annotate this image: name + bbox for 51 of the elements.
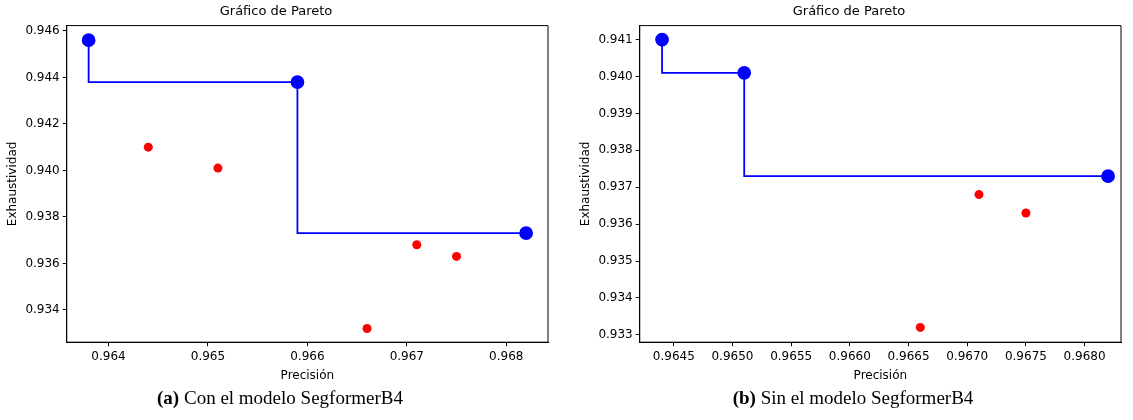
x-tick-label: 0.9680 [1063,348,1106,363]
point [412,240,422,250]
point [915,322,925,332]
y-tick-label: 0.938 [598,142,633,157]
y-tick-label: 0.936 [25,255,60,270]
point [143,142,153,152]
y-tick-label: 0.944 [25,69,60,84]
point [1021,208,1031,218]
text: (a) Con el modelo SegformerB4 [157,387,403,408]
point [213,163,223,173]
x-tick-label: 0.9645 [652,348,695,363]
x-tick-label: 0.9660 [828,348,871,363]
point [655,32,669,47]
x-tick-label: 0.967 [389,348,424,363]
y-tick-label: 0.934 [598,290,633,305]
y-axis-title: Exhaustividad [578,141,593,227]
x-tick-label: 0.9650 [711,348,754,363]
y-tick-label: 0.940 [598,68,633,83]
y-tick-label: 0.941 [598,31,633,46]
y-tick-label: 0.937 [598,179,633,194]
point [1101,169,1115,184]
y-tick-label: 0.936 [598,216,633,231]
x-tick-label: 0.9675 [1004,348,1047,363]
point [519,226,534,241]
chart-title: Gráfico de Pareto [792,3,906,19]
x-tick-label: 0.966 [290,348,325,363]
x-tick-label: 0.9655 [770,348,813,363]
point [290,75,305,89]
text: (b) Sin el modelo SegformerB4 [732,387,974,408]
x-tick-label: 0.9670 [946,348,989,363]
y-tick-label: 0.933 [598,326,633,341]
y-tick-label: 0.939 [598,105,633,120]
y-tick-label: 0.940 [25,162,60,177]
x-tick-label: 0.964 [91,348,126,363]
x-tick-label: 0.9665 [887,348,930,363]
point [81,33,96,48]
y-tick-label: 0.935 [598,253,633,268]
x-axis-title: Precisión [280,367,335,382]
point [362,323,372,333]
point [452,251,462,261]
y-tick-label: 0.946 [25,23,60,38]
point [737,65,752,80]
x-axis-title: Precisión [853,367,908,382]
x-tick-label: 0.965 [190,348,226,363]
chart-title: Gráfico de Pareto [219,3,333,19]
point [974,190,984,200]
y-tick-label: 0.938 [25,209,60,224]
x-tick-label: 0.968 [489,348,524,363]
y-tick-label: 0.942 [25,116,60,131]
y-axis-title: Exhaustividad [5,141,20,227]
y-tick-label: 0.934 [25,302,60,317]
